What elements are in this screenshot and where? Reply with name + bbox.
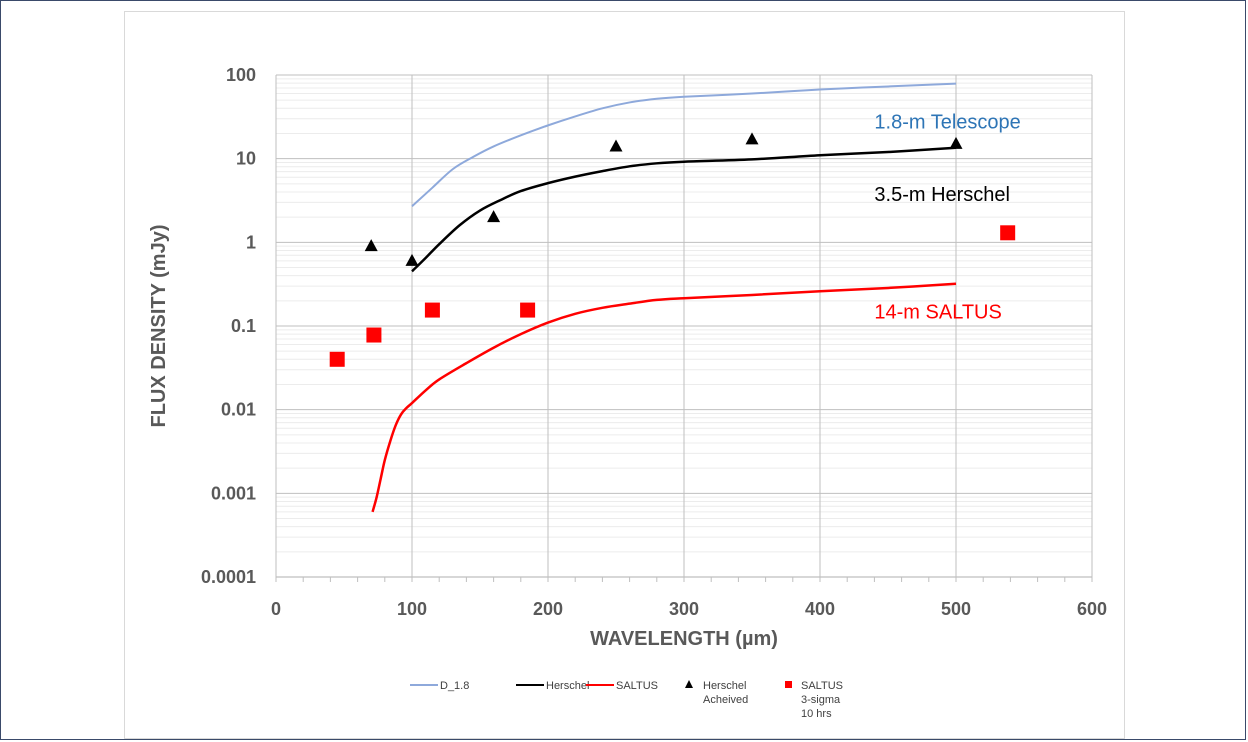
x-tick-label: 100 (397, 599, 427, 619)
x-tick-label: 300 (669, 599, 699, 619)
y-tick-label: 10 (236, 149, 256, 169)
herschel-achieved-point (487, 210, 501, 223)
legend-item-saltus-3-sigma-10-hrs: SALTUS 3-sigma 10 hrs (785, 680, 843, 720)
saltus-point (1000, 225, 1016, 241)
x-tick-label: 500 (941, 599, 971, 619)
major-gridlines (275, 74, 1093, 578)
herschel-achieved-point (364, 239, 378, 252)
legend-label: SALTUS (801, 680, 843, 692)
x-tick-label: 400 (805, 599, 835, 619)
x-tick-label: 200 (533, 599, 563, 619)
legend-item-herschel-acheived: Herschel Acheived (685, 680, 748, 706)
series-line-herschel (411, 146, 957, 273)
saltus-point (424, 302, 440, 318)
legend-label: SALTUS (616, 680, 658, 692)
x-tick-label: 0 (271, 599, 281, 619)
x-tick-label: 600 (1077, 599, 1107, 619)
y-axis-title: FLUX DENSITY (mJy) (148, 225, 170, 428)
y-tick-label: 0.1 (231, 316, 256, 336)
legend-label: 10 hrs (801, 708, 832, 720)
herschel-achieved-point (405, 253, 419, 266)
annotation-layer: 1.8-m Telescope 3.5-m Herschel 14-m SALTUS (874, 111, 1020, 323)
herschel-achieved-point (745, 132, 759, 145)
y-tick-label: 0.0001 (201, 567, 256, 587)
legend-label: 3-sigma (801, 694, 841, 706)
legend-label: Acheived (703, 694, 748, 706)
y-tick-label: 100 (226, 65, 256, 85)
herschel-achieved-point (609, 139, 623, 152)
chart-area (124, 11, 1125, 739)
saltus-point (520, 302, 536, 318)
legend-swatch (785, 681, 792, 688)
saltus-point (366, 327, 382, 343)
annotation-1-8-m-telescope: 1.8-m Telescope (874, 111, 1020, 133)
legend-item-d-1-8: D_1.8 (410, 680, 469, 692)
tick-labels: 0 100 200 300 400 500 600 100 10 1 0.1 0.01 0.001 0.0… (201, 65, 1107, 619)
x-axis-title: WAVELENGTH (µm) (590, 628, 778, 650)
legend-item-herschel: Herschel (516, 680, 589, 692)
annotation-3-5-m-herschel: 3.5-m Herschel (874, 184, 1010, 206)
herschel-achieved-point (949, 136, 963, 149)
legend-item-saltus: SALTUS (586, 680, 658, 692)
legend-label: Herschel (546, 680, 589, 692)
saltus-point (329, 351, 345, 367)
legend-label: D_1.8 (440, 680, 469, 692)
legend-label: Herschel (703, 680, 746, 692)
legend: D_1.8 Herschel SALTUS Herschel Acheived SALTU… (410, 680, 843, 720)
legend-swatch (685, 680, 693, 688)
y-tick-label: 0.01 (221, 400, 256, 420)
annotation-14-m-saltus: 14-m SALTUS (874, 301, 1001, 323)
axes (275, 576, 1093, 582)
series-line-saltus (371, 282, 957, 513)
y-tick-label: 1 (246, 232, 256, 252)
y-tick-label: 0.001 (211, 483, 256, 503)
series-line-d-1-8 (411, 82, 957, 207)
series-layer (329, 82, 1016, 513)
